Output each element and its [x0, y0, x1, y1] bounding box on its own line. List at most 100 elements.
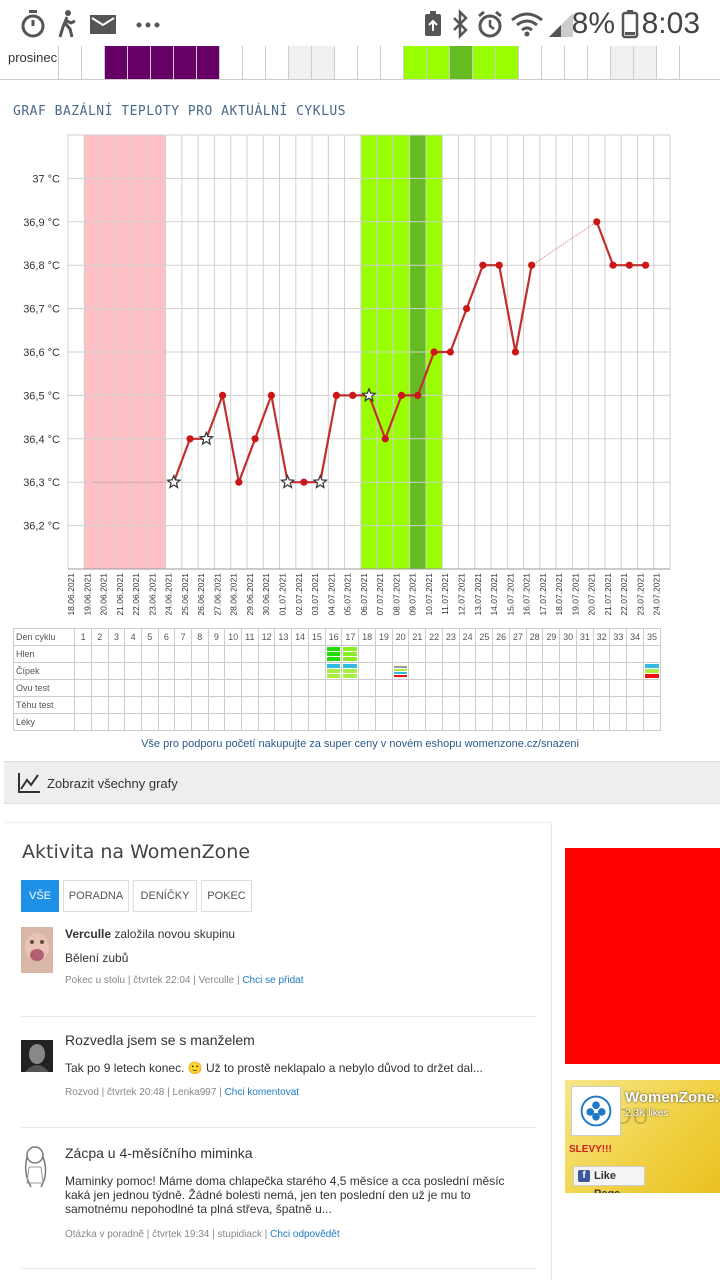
cycle-table-cell: 28: [525, 628, 544, 646]
avatar[interactable]: [21, 1040, 53, 1072]
cycle-table-cell: [575, 696, 594, 714]
cycle-table-cell: [291, 679, 309, 697]
post-meta: Otázka v poradně | čtvrtek 19:34 | stupi…: [65, 1229, 340, 1240]
cycle-table-cell: [291, 713, 309, 731]
y-tick-label: 36,9 °C: [23, 217, 60, 229]
comment-link[interactable]: Chci komentovat: [224, 1087, 300, 1098]
data-line-segment: [498, 264, 517, 353]
cycle-table-cell: [140, 713, 159, 731]
cycle-table-row: Ovu test: [12, 679, 662, 697]
cycle-table-cell: [642, 679, 662, 697]
strip-day-cell: [196, 46, 219, 79]
x-tick-label: 16.07.2021: [522, 573, 532, 616]
cycle-table-cell: [90, 662, 109, 680]
strip-day-cell: [633, 46, 656, 79]
cycle-table-cell: [358, 696, 376, 714]
cycle-table-cell: [257, 679, 276, 697]
post-author[interactable]: Verculle: [65, 927, 112, 941]
cycle-table-cell: [525, 662, 544, 680]
y-tick-label: 36,8 °C: [23, 260, 60, 272]
cycle-table-cell: [307, 645, 326, 663]
cycle-mark: [326, 652, 341, 656]
data-point: [300, 478, 308, 486]
separator: [21, 1016, 537, 1017]
avatar[interactable]: [21, 1143, 53, 1189]
strip-day-cell: [403, 46, 426, 79]
strip-day-cell: [541, 46, 564, 79]
promo-link[interactable]: Vše pro podporu početí nakupujte za supe…: [141, 738, 579, 750]
cycle-table-cell: [592, 679, 611, 697]
activity-post: Verculle založila novou skupinu Bělení z…: [21, 927, 537, 1017]
post-body[interactable]: Bělení zubů: [65, 951, 129, 965]
cycle-table-cell: [324, 696, 343, 714]
cycle-table-cell: 30: [559, 628, 577, 646]
data-point: [381, 435, 389, 443]
cycle-table-cell: [224, 645, 242, 663]
cycle-table-cell: [609, 645, 628, 663]
cycle-table-cell: [324, 645, 343, 663]
data-point: [235, 478, 243, 486]
post-title[interactable]: Zácpa u 4-měsíčního miminka: [65, 1145, 253, 1161]
x-tick-label: 21.06.2021: [115, 573, 125, 616]
cycle-table-cell: [291, 696, 309, 714]
y-tick-label: 36,4 °C: [23, 434, 60, 446]
activity-heading: Aktivita na WomenZone: [22, 841, 251, 863]
cycle-table-cell: 24: [458, 628, 477, 646]
fb-page-name[interactable]: WomenZone.cz: [625, 1089, 720, 1106]
cycle-table-cell: [592, 696, 611, 714]
cycle-table-cell: [124, 696, 142, 714]
post-meta: Rozvod | čtvrtek 20:48 | Lenka997 | Chci…: [65, 1087, 299, 1098]
facebook-icon: f: [578, 1170, 590, 1182]
cycle-table-cell: [508, 713, 527, 731]
answer-link[interactable]: Chci odpovědět: [270, 1229, 340, 1240]
cycle-table-cell: [140, 662, 159, 680]
cycle-table-cell: [575, 662, 594, 680]
data-line-segment: [270, 395, 289, 483]
cycle-table: Den cyklu 1 2 3 4 5 6 7 8 9 10 11 12 13 14 15 16 17 18 19 20…: [12, 628, 662, 731]
cycle-table-cell: [190, 662, 209, 680]
cycle-table-cell: 8: [190, 628, 209, 646]
separator: [21, 1268, 537, 1269]
cycle-table-cell: [307, 679, 326, 697]
tab-pokec[interactable]: POKEC: [201, 880, 252, 912]
cycle-table-cell: 4: [124, 628, 142, 646]
cycle-table-cell: 32: [592, 628, 611, 646]
tab-denicky[interactable]: DENÍČKY: [133, 880, 197, 912]
advertisement[interactable]: [565, 848, 720, 1064]
avatar[interactable]: [21, 927, 53, 973]
join-link[interactable]: Chci se přidat: [242, 975, 304, 986]
cycle-table-cell: [90, 645, 109, 663]
post-title[interactable]: Rozvedla jsem se s manželem: [65, 1032, 255, 1048]
cycle-table-cell: [358, 713, 376, 731]
strip-day-cell: [449, 46, 472, 79]
fb-like-button[interactable]: f Like Page: [573, 1166, 645, 1193]
x-tick-label: 22.06.2021: [131, 573, 141, 616]
cycle-table-cell: [358, 679, 376, 697]
wifi-icon: [511, 12, 543, 37]
facebook-page-widget[interactable]: KLADU SLEVY!!! WomenZone.cz 2,3K likes f…: [565, 1080, 720, 1193]
cycle-table-row: Těhu test: [12, 696, 662, 714]
cycle-table-cell: [157, 713, 176, 731]
cycle-table-cell: 26: [492, 628, 510, 646]
x-tick-label: 04.07.2021: [326, 573, 336, 616]
show-all-graphs-button[interactable]: Zobrazit všechny grafy: [4, 761, 720, 804]
cycle-table-row-label: Čípek: [12, 662, 76, 680]
x-tick-label: 24.06.2021: [164, 573, 174, 616]
calendar-strip: prosinec: [0, 46, 720, 80]
cycle-table-cell: [207, 696, 226, 714]
x-tick-label: 13.07.2021: [473, 573, 483, 616]
cycle-table-cell: [107, 645, 126, 663]
cycle-table-row: Léky: [12, 713, 662, 731]
cycle-table-cell: 31: [575, 628, 594, 646]
cycle-table-cell: [341, 696, 360, 714]
temperature-chart: 36,2 °C 36,3 °C 36,4 °C 36,5 °C 36,6 °C 36,7 …: [23, 134, 671, 616]
tab-all[interactable]: VŠE: [21, 880, 59, 912]
x-tick-label: 10.07.2021: [424, 573, 434, 616]
cycle-table-cell: [174, 645, 192, 663]
tab-poradna[interactable]: PORADNA: [63, 880, 129, 912]
battery-icon: [621, 10, 639, 39]
cycle-table-cell: [374, 713, 393, 731]
cycle-mark: [393, 668, 408, 671]
cycle-table-cell: [559, 713, 577, 731]
cycle-table-cell: [391, 713, 410, 731]
